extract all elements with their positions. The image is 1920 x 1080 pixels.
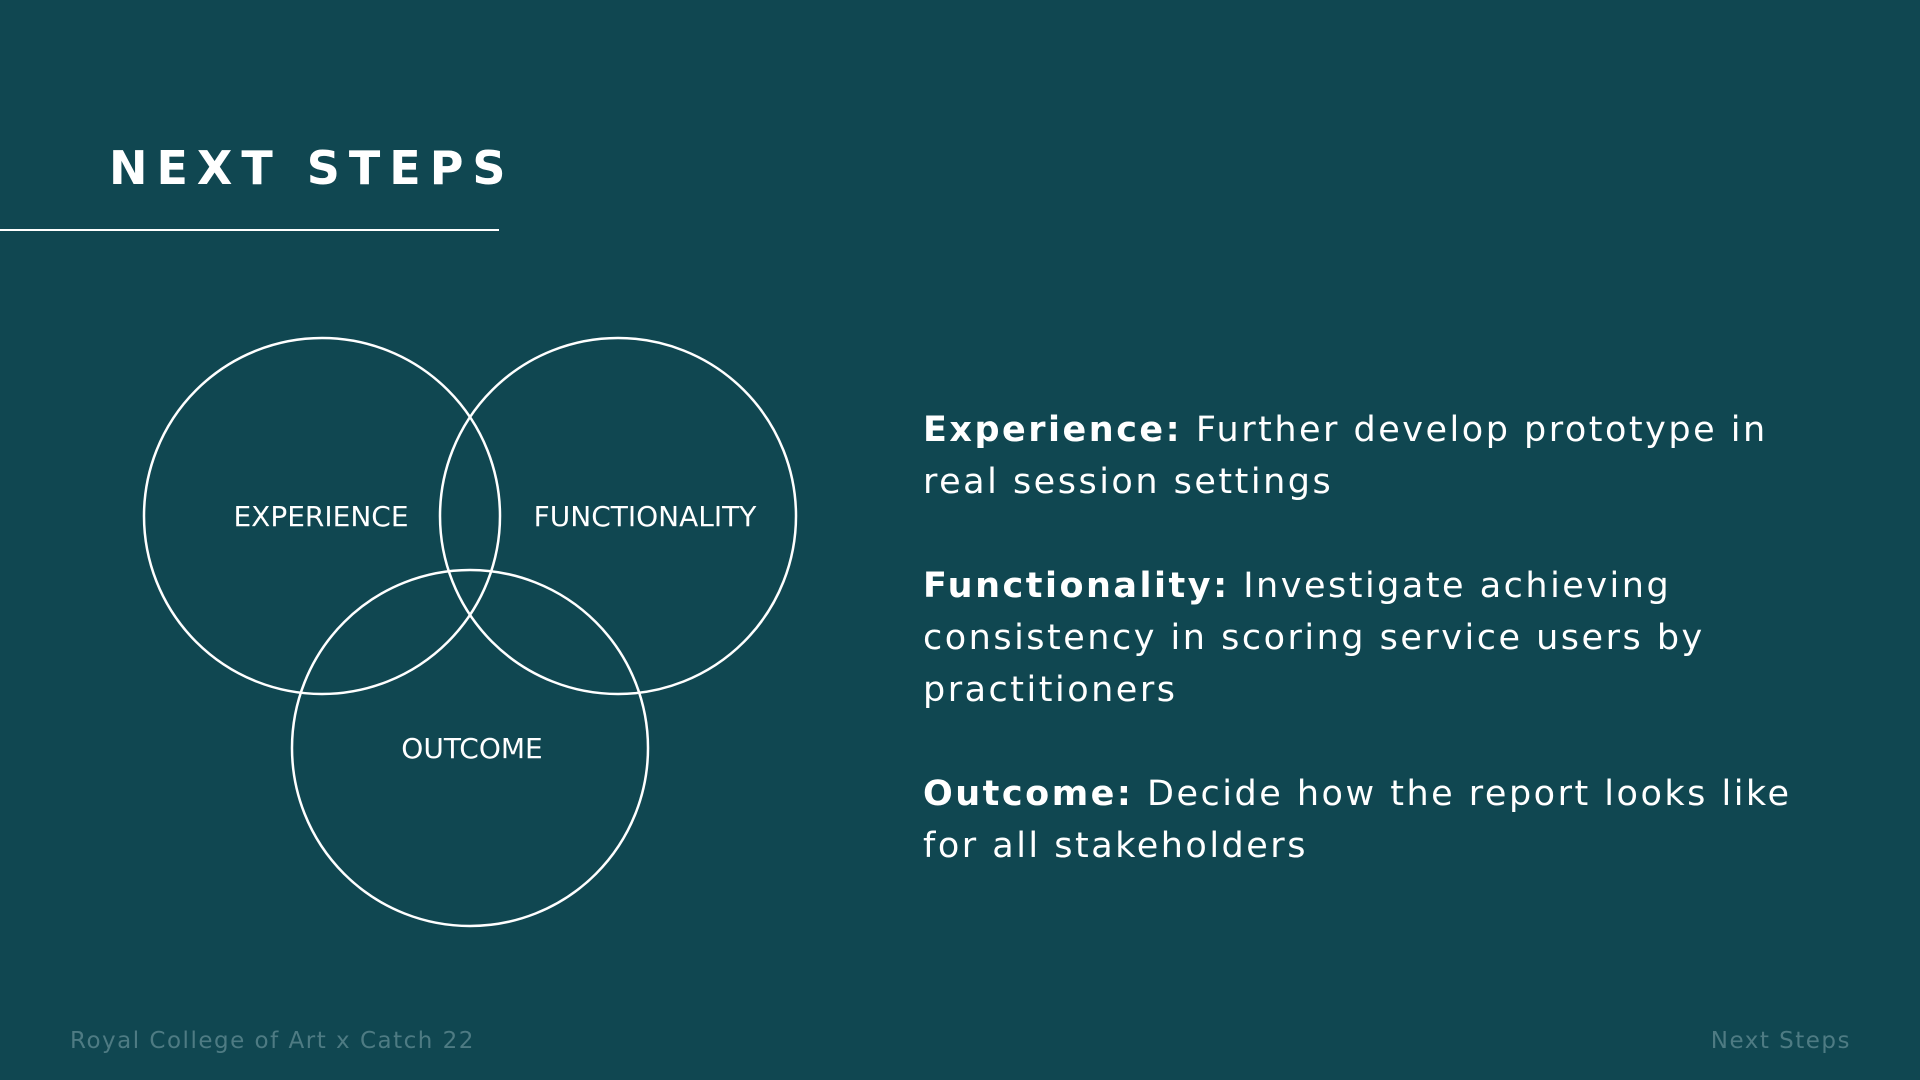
venn-diagram: EXPERIENCE FUNCTIONALITY OUTCOME <box>142 336 798 928</box>
next-step-experience: Experience: Further develop prototype in… <box>923 404 1803 508</box>
next-step-outcome: Outcome: Decide how the report looks lik… <box>923 768 1803 872</box>
venn-circle-functionality <box>438 336 798 696</box>
venn-circle-experience <box>142 336 502 696</box>
title-underline <box>0 229 499 231</box>
next-step-label: Outcome: <box>923 774 1134 814</box>
venn-label-outcome: OUTCOME <box>401 732 542 765</box>
next-step-label: Functionality: <box>923 566 1230 606</box>
next-steps-list: Experience: Further develop prototype in… <box>923 404 1803 924</box>
next-step-text: Investigate achieving consistency in sco… <box>923 566 1705 710</box>
venn-label-functionality: FUNCTIONALITY <box>534 500 758 533</box>
venn-circle-outcome <box>290 568 650 928</box>
next-step-text: Further develop prototype in real sessio… <box>923 410 1768 502</box>
venn-label-experience: EXPERIENCE <box>233 500 408 533</box>
footer-credit: Royal College of Art x Catch 22 <box>70 1028 475 1054</box>
next-step-functionality: Functionality: Investigate achieving con… <box>923 560 1803 716</box>
footer-section-name: Next Steps <box>1710 1028 1851 1054</box>
next-step-text: Decide how the report looks like for all… <box>923 774 1792 866</box>
next-step-label: Experience: <box>923 410 1183 450</box>
page-title: NEXT STEPS <box>109 141 515 195</box>
